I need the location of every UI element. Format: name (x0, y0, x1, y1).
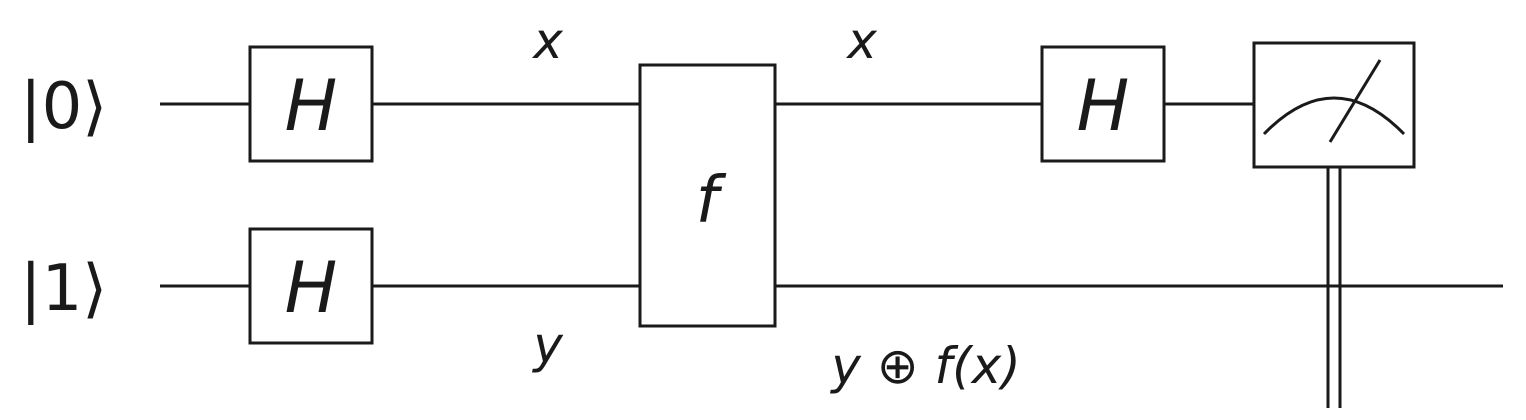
hadamard-gate-top-2: H (1040, 45, 1166, 163)
wire-label-bottom-before-oracle: y (531, 316, 564, 374)
hadamard-gate-top-2-label: H (1077, 65, 1130, 147)
wire-label-bottom-after-oracle: y ⊕ f(x) (829, 337, 1020, 395)
hadamard-gate-top-1-label: H (285, 65, 338, 147)
measurement-meter-icon (1252, 41, 1416, 169)
oracle-gate: f (638, 63, 777, 328)
wire-label-top-before-oracle: x (531, 12, 563, 70)
hadamard-gate-bottom: H (248, 227, 374, 345)
wire-label-top-after-oracle: x (845, 12, 877, 70)
input-ket-top: |0⟩ (20, 70, 107, 144)
input-ket-bottom: |1⟩ (20, 252, 107, 326)
hadamard-gate-bottom-label: H (285, 247, 338, 329)
hadamard-gate-top-1: H (248, 45, 374, 163)
